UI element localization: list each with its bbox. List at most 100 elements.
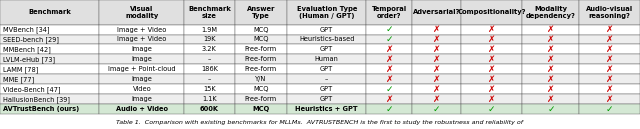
Bar (235, 64, 287, 74)
Text: ✗: ✗ (547, 65, 555, 74)
Text: ✓: ✓ (433, 105, 440, 114)
Bar (184, 74, 235, 84)
Text: ✗: ✗ (433, 95, 440, 104)
Text: Audio-visual
reasoning?: Audio-visual reasoning? (586, 6, 634, 19)
Text: ✗: ✗ (606, 45, 614, 54)
Text: 600K: 600K (200, 106, 219, 112)
Bar (235, 45, 287, 54)
Text: HallusionBench [39]: HallusionBench [39] (3, 96, 70, 103)
Text: –: – (325, 76, 328, 82)
Text: Compositionality?: Compositionality? (457, 9, 525, 15)
Text: Image: Image (131, 56, 152, 62)
Bar (579, 0, 640, 25)
Text: MCQ: MCQ (253, 27, 269, 33)
Text: ✗: ✗ (433, 75, 440, 84)
Text: ✗: ✗ (433, 35, 440, 44)
Text: Image: Image (131, 46, 152, 53)
Bar (99, 54, 184, 64)
Bar (522, 54, 579, 64)
Bar (99, 64, 184, 74)
Text: GPT: GPT (320, 86, 333, 92)
Bar (412, 104, 461, 114)
Text: Temporal
order?: Temporal order? (372, 6, 407, 19)
Bar (235, 74, 287, 84)
Bar (366, 0, 412, 25)
Bar (184, 94, 235, 104)
Text: ✗: ✗ (547, 25, 555, 34)
Text: ✗: ✗ (488, 65, 495, 74)
Text: ✗: ✗ (606, 65, 614, 74)
Text: Answer
Type: Answer Type (246, 6, 275, 19)
Bar (235, 84, 287, 94)
Bar (579, 84, 640, 94)
Text: ✗: ✗ (606, 35, 614, 44)
Bar (99, 94, 184, 104)
Text: ✗: ✗ (606, 85, 614, 94)
Text: ✓: ✓ (385, 35, 393, 44)
Bar (0, 94, 99, 104)
Text: ✗: ✗ (385, 95, 393, 104)
Bar (522, 104, 579, 114)
Text: ✓: ✓ (385, 85, 393, 94)
Bar (412, 25, 461, 34)
Text: ✗: ✗ (433, 25, 440, 34)
Bar (522, 34, 579, 45)
Bar (287, 64, 366, 74)
Bar (522, 94, 579, 104)
Bar (579, 64, 640, 74)
Text: ✗: ✗ (433, 65, 440, 74)
Text: ✗: ✗ (606, 95, 614, 104)
Bar (522, 84, 579, 94)
Bar (522, 64, 579, 74)
Bar (366, 104, 412, 114)
Bar (287, 54, 366, 64)
Text: Adversarial?: Adversarial? (413, 9, 460, 15)
Bar (461, 84, 522, 94)
Text: Free-form: Free-form (244, 96, 277, 102)
Bar (0, 54, 99, 64)
Bar (0, 0, 99, 25)
Bar (366, 45, 412, 54)
Text: ✗: ✗ (488, 25, 495, 34)
Text: –: – (208, 76, 211, 82)
Bar (184, 0, 235, 25)
Text: Image + Video: Image + Video (117, 37, 166, 42)
Bar (461, 25, 522, 34)
Text: ✗: ✗ (488, 75, 495, 84)
Text: ✗: ✗ (547, 95, 555, 104)
Bar (99, 104, 184, 114)
Bar (461, 94, 522, 104)
Text: ✓: ✓ (385, 25, 393, 34)
Bar (0, 104, 99, 114)
Text: Heuristics + GPT: Heuristics + GPT (296, 106, 358, 112)
Text: GPT: GPT (320, 46, 333, 53)
Bar (235, 25, 287, 34)
Text: ✗: ✗ (433, 45, 440, 54)
Bar (522, 45, 579, 54)
Text: –: – (208, 56, 211, 62)
Bar (287, 34, 366, 45)
Text: ✗: ✗ (385, 75, 393, 84)
Bar (579, 94, 640, 104)
Bar (412, 0, 461, 25)
Bar (235, 94, 287, 104)
Text: Benchmark: Benchmark (28, 9, 71, 15)
Bar (184, 45, 235, 54)
Bar (235, 54, 287, 64)
Text: ✗: ✗ (547, 85, 555, 94)
Text: SEED-bench [29]: SEED-bench [29] (3, 36, 59, 43)
Text: Video-Bench [47]: Video-Bench [47] (3, 86, 60, 93)
Bar (99, 0, 184, 25)
Text: ✗: ✗ (385, 55, 393, 64)
Text: ✗: ✗ (488, 95, 495, 104)
Text: Evaluation Type
(Human / GPT): Evaluation Type (Human / GPT) (296, 6, 357, 19)
Text: Table 1.  Comparison with existing benchmarks for MLLMs.  AVTRUSTBENCH is the fi: Table 1. Comparison with existing benchm… (116, 120, 524, 125)
Bar (461, 45, 522, 54)
Text: MMBench [42]: MMBench [42] (3, 46, 51, 53)
Text: ✗: ✗ (385, 45, 393, 54)
Bar (287, 25, 366, 34)
Text: ✗: ✗ (385, 65, 393, 74)
Bar (579, 25, 640, 34)
Bar (412, 64, 461, 74)
Bar (287, 45, 366, 54)
